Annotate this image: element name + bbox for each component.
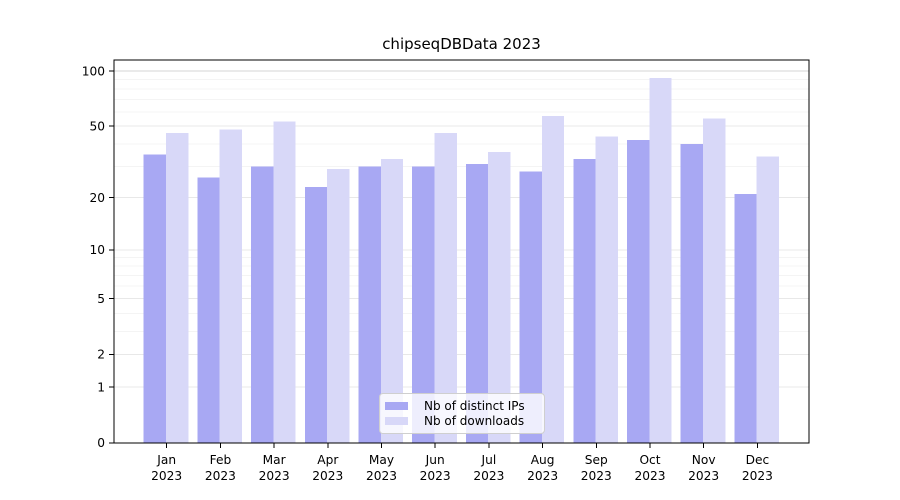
- x-tick-label-month: Jul: [481, 453, 497, 467]
- x-tick-label-year: 2023: [634, 469, 665, 483]
- y-tick-label: 10: [89, 243, 105, 257]
- bar-downloads-mar-2023: [273, 121, 296, 443]
- bar-ips-apr-2023: [304, 186, 328, 443]
- bar-ips-oct-2023: [627, 140, 650, 443]
- x-tick-label-year: 2023: [742, 469, 773, 483]
- bar-ips-jan-2023: [143, 154, 166, 444]
- x-tick-label-month: Jun: [425, 453, 445, 467]
- chart-title: chipseqDBData 2023: [382, 35, 541, 53]
- bar-ips-feb-2023: [197, 177, 220, 443]
- bar-ips-may-2023: [358, 166, 381, 444]
- bar-downloads-apr-2023: [327, 169, 350, 443]
- bar-ips-dec-2023: [734, 194, 757, 443]
- bar-ips-mar-2023: [251, 166, 274, 444]
- bar-ips-jul-2023: [465, 163, 489, 444]
- legend-label-downloads: Nb of downloads: [424, 414, 525, 429]
- x-tick-label-year: 2023: [151, 469, 182, 483]
- bar-ips-aug-2023: [519, 171, 542, 443]
- bar-downloads-sep-2023: [595, 136, 618, 444]
- y-tick-label: 20: [89, 191, 105, 205]
- bar-downloads-nov-2023: [703, 118, 726, 443]
- bar-downloads-dec-2023: [756, 156, 779, 443]
- y-tick-label: 50: [89, 119, 105, 133]
- y-tick-label: 2: [97, 348, 105, 362]
- x-tick-label-month: Dec: [746, 453, 770, 467]
- y-tick-label: 100: [82, 64, 105, 78]
- bar-downloads-jul-2023: [488, 152, 511, 443]
- x-tick-label-year: 2023: [581, 469, 612, 483]
- x-tick-label-month: Nov: [692, 453, 716, 467]
- bar-downloads-jun-2023: [434, 132, 457, 444]
- x-tick-label-year: 2023: [366, 469, 397, 483]
- y-tick-label: 5: [97, 292, 105, 306]
- bar-ips-sep-2023: [573, 158, 596, 443]
- x-tick-label-month: Jan: [156, 453, 176, 467]
- bar-downloads-aug-2023: [541, 115, 565, 444]
- bar-ips-nov-2023: [680, 143, 703, 444]
- legend-item-distinct-ips: Nb of distinct IPs: [385, 398, 538, 414]
- x-tick-label-month: Oct: [639, 453, 660, 467]
- x-tick-label-month: May: [369, 453, 394, 467]
- legend-item-downloads: Nb of downloads: [385, 414, 538, 430]
- x-tick-label-year: 2023: [205, 469, 236, 483]
- x-tick-label-year: 2023: [259, 469, 290, 483]
- legend-swatch-distinct-ips: [385, 401, 408, 410]
- bar-downloads-may-2023: [380, 158, 404, 443]
- x-tick-label-month: Sep: [585, 453, 608, 467]
- legend: Nb of distinct IPs Nb of downloads: [379, 393, 545, 434]
- legend-swatch-downloads: [385, 417, 408, 426]
- x-tick-label-year: 2023: [420, 469, 451, 483]
- plot-border: [113, 59, 810, 444]
- x-tick-label-year: 2023: [312, 469, 343, 483]
- x-tick-label-year: 2023: [527, 469, 558, 483]
- x-tick-label-month: Mar: [263, 453, 287, 467]
- bar-ips-jun-2023: [412, 166, 435, 444]
- x-tick-label-year: 2023: [473, 469, 504, 483]
- y-tick-label: 1: [97, 380, 105, 394]
- bar-downloads-feb-2023: [219, 129, 242, 443]
- bar-downloads-oct-2023: [649, 77, 672, 444]
- x-tick-label-year: 2023: [688, 469, 719, 483]
- y-tick-label: 0: [97, 436, 105, 450]
- x-tick-label-month: Aug: [531, 453, 555, 467]
- x-tick-label-month: Feb: [210, 453, 232, 467]
- legend-label-distinct-ips: Nb of distinct IPs: [424, 398, 525, 413]
- x-tick-label-month: Apr: [317, 453, 339, 467]
- bar-downloads-jan-2023: [166, 132, 189, 444]
